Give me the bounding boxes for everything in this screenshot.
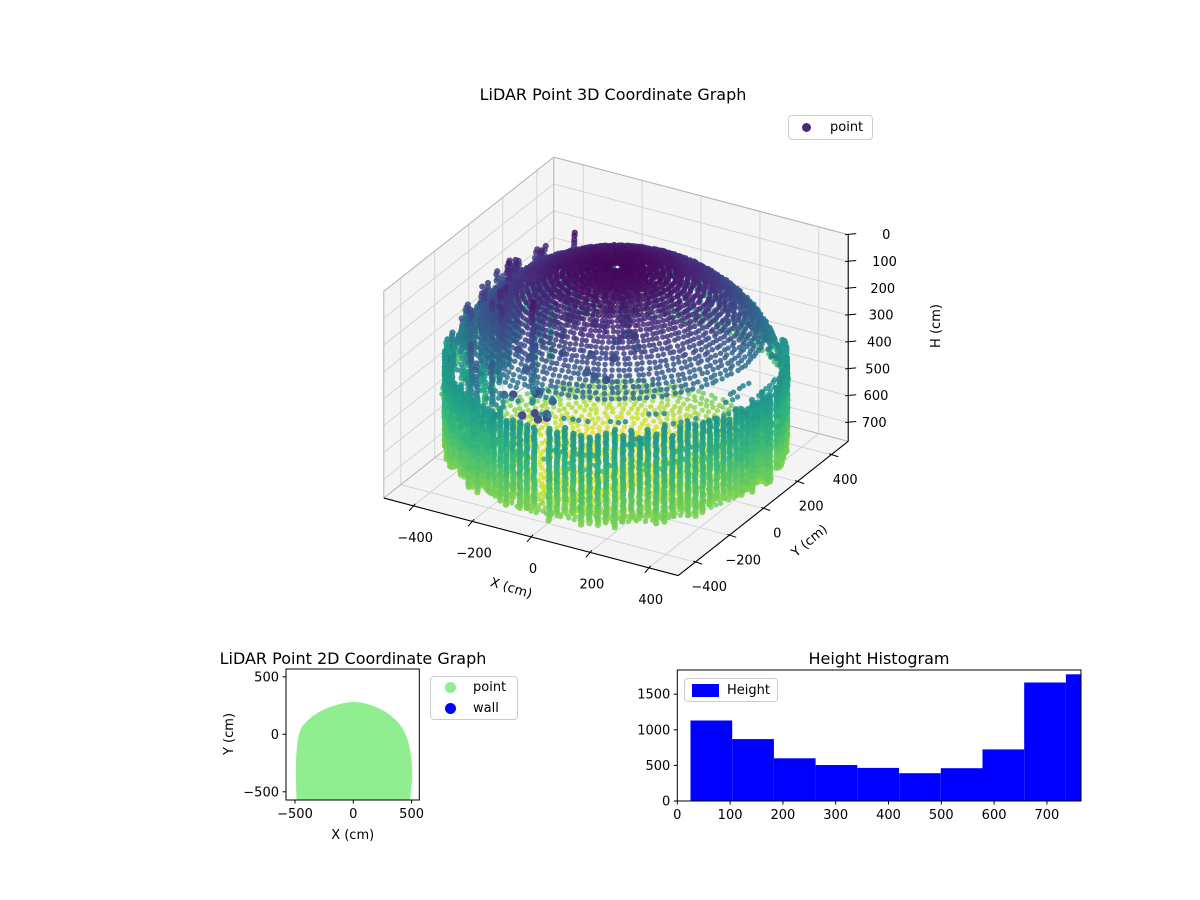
point-marker-icon bbox=[802, 123, 811, 132]
x-tick-label: −200 bbox=[456, 546, 492, 561]
histogram-legend-label: Height bbox=[727, 682, 770, 698]
plot3d-axes: −400 −200 0 200 400 −400 −200 0 200 400 0 100 200 300… bbox=[383, 156, 944, 608]
histogram-legend: Height bbox=[684, 678, 778, 702]
hist-bar bbox=[732, 739, 774, 801]
h-tick-label: 600 bbox=[864, 389, 889, 404]
x-tick-label: 500 bbox=[929, 808, 954, 823]
plot2d-axes: −500 0 500 500 0 −500 X (cm) Y (cm) bbox=[222, 668, 424, 843]
h-tick-label: 700 bbox=[862, 416, 887, 431]
plot3d-title: LiDAR Point 3D Coordinate Graph bbox=[479, 85, 747, 104]
plot2d-xlabel: X (cm) bbox=[331, 828, 374, 843]
point-marker-icon bbox=[445, 682, 456, 693]
h-tick-label: 500 bbox=[865, 362, 890, 377]
x-tick-label: 0 bbox=[529, 562, 537, 577]
x-tick-label: 300 bbox=[823, 808, 848, 823]
hist-bar bbox=[982, 749, 1025, 801]
plot3d-ylabel: Y (cm) bbox=[788, 522, 831, 561]
y-tick-label: 0 bbox=[662, 795, 670, 810]
legend-item-point: point bbox=[431, 678, 517, 698]
y-tick-label: 500 bbox=[645, 759, 670, 774]
hist-bar bbox=[773, 758, 816, 801]
y-tick-label: −500 bbox=[243, 785, 279, 800]
hist-bar bbox=[940, 768, 983, 801]
hist-bar bbox=[1024, 682, 1066, 801]
legend-item-wall: wall bbox=[431, 699, 517, 719]
h-tick-label: 100 bbox=[872, 255, 897, 270]
x-tick-label: 600 bbox=[982, 808, 1007, 823]
x-tick-label: 0 bbox=[673, 808, 681, 823]
plot2d-legend: point wall bbox=[430, 676, 518, 720]
y-tick-label: 1000 bbox=[637, 723, 670, 738]
hist-bar bbox=[1065, 674, 1081, 801]
y-tick-label: −400 bbox=[691, 580, 727, 595]
plot3d-zlabel: H (cm) bbox=[929, 304, 944, 348]
point-footprint bbox=[295, 702, 413, 800]
y-tick-label: 200 bbox=[799, 500, 824, 515]
legend-label-wall: wall bbox=[473, 701, 499, 716]
plot3d-legend: point bbox=[788, 115, 873, 140]
y-tick-label: 500 bbox=[254, 670, 279, 685]
wall-marker-icon bbox=[445, 703, 456, 714]
plot3d-xlabel: X (cm) bbox=[488, 575, 534, 602]
y-tick-label: 0 bbox=[271, 728, 279, 743]
hist-bar bbox=[899, 773, 941, 801]
x-tick-label: 0 bbox=[349, 807, 357, 822]
x-tick-label: 500 bbox=[399, 807, 424, 822]
x-tick-label: 700 bbox=[1034, 808, 1059, 823]
legend-label-point: point bbox=[473, 680, 507, 695]
histogram-title: Height Histogram bbox=[808, 649, 950, 668]
x-tick-label: 100 bbox=[718, 808, 743, 823]
x-tick-label: 400 bbox=[876, 808, 901, 823]
x-tick-label: 400 bbox=[638, 593, 663, 608]
hist-bar bbox=[857, 767, 899, 801]
height-swatch-icon bbox=[692, 683, 719, 697]
hist-bar bbox=[815, 765, 858, 801]
x-tick-label: 200 bbox=[579, 577, 604, 592]
y-tick-label: 400 bbox=[833, 473, 858, 488]
plot2d-title: LiDAR Point 2D Coordinate Graph bbox=[219, 649, 487, 668]
y-tick-label: −200 bbox=[725, 553, 761, 568]
h-tick-label: 300 bbox=[869, 309, 894, 324]
h-tick-label: 200 bbox=[870, 282, 895, 297]
hist-bar bbox=[690, 720, 733, 801]
x-tick-label: 200 bbox=[770, 808, 795, 823]
y-tick-label: 1500 bbox=[637, 688, 670, 703]
h-tick-label: 400 bbox=[867, 336, 892, 351]
x-tick-label: −500 bbox=[277, 807, 313, 822]
y-tick-label: 0 bbox=[773, 526, 781, 541]
x-tick-label: −400 bbox=[397, 531, 433, 546]
h-tick-label: 0 bbox=[882, 228, 890, 243]
plot3d-legend-label: point bbox=[830, 120, 864, 135]
plot2d-ylabel: Y (cm) bbox=[222, 713, 237, 756]
